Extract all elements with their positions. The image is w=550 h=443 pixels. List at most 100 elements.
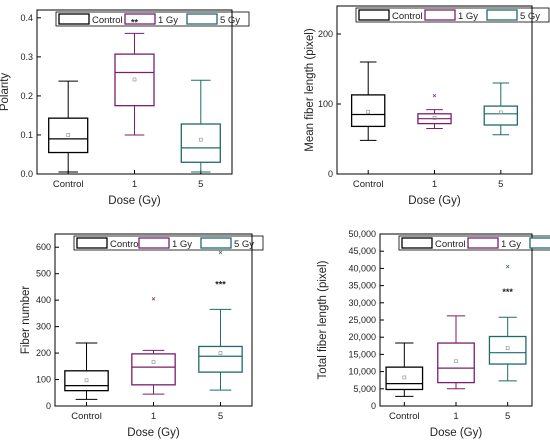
y-tick-label: 100 [36, 375, 51, 385]
box-iqr [385, 366, 424, 391]
y-tick-label: 0 [46, 401, 51, 411]
box-iqr [48, 117, 89, 154]
box-iqr [114, 53, 155, 107]
legend-swatch [186, 13, 218, 25]
legend-swatch [358, 9, 390, 21]
y-tick-label: 20,000 [348, 332, 376, 342]
outlier-point [432, 93, 437, 98]
y-tick-label: 0.0 [20, 169, 33, 179]
y-tick-label: 300 [36, 322, 51, 332]
y-tick-label: 200 [36, 348, 51, 358]
legend-swatch [529, 237, 550, 249]
mean-marker [66, 133, 70, 137]
legend-label: 1 Gy [458, 11, 478, 22]
box-iqr [350, 94, 386, 128]
x-tick-label: 5 [198, 179, 203, 190]
y-tick-label: 10,000 [348, 367, 376, 377]
mean-marker [366, 109, 371, 114]
y-tick-label: 0 [371, 401, 376, 411]
significance-marker: ** [131, 17, 139, 27]
y-tick-label: 500 [36, 269, 51, 279]
y-tick-label: 45,000 [348, 246, 376, 256]
y-axis-label: Fiber number [20, 286, 32, 355]
mean-marker [432, 116, 437, 120]
legend-box [73, 235, 264, 251]
box-iqr [437, 342, 475, 384]
legend-box [55, 11, 250, 27]
significance-marker: *** [215, 279, 226, 289]
chart-panel-4: 0 5,000 10,000 15,000 20,000 25,000 30,000 35,0… [317, 229, 550, 439]
y-tick-label: 0.4 [20, 13, 33, 23]
legend-label: 1 Gy [501, 239, 521, 250]
legend-swatch [486, 9, 518, 21]
box-iqr [180, 123, 221, 163]
mean-marker [84, 378, 89, 383]
box-iqr [64, 370, 109, 392]
chart-panel-3: 0 100 200 300 400 500 600 Fiber number Dose (Gy)… [20, 233, 264, 439]
y-tick-label: 30,000 [348, 298, 376, 308]
y-axis-label: Polarity [0, 73, 11, 112]
legend-swatch [58, 13, 90, 25]
legend-swatch [200, 237, 232, 249]
legend-swatch [138, 237, 170, 249]
mean-marker [199, 137, 203, 142]
x-tick-label: Control [389, 411, 420, 422]
legend-label: 5 Gy [220, 15, 240, 26]
y-tick-label: 0.2 [20, 91, 33, 101]
legend-swatch [467, 237, 499, 249]
plot-frame [336, 5, 533, 175]
x-axis-label: Dose (Gy) [127, 427, 180, 439]
y-tick-label: 400 [36, 295, 51, 305]
box-iqr [488, 335, 527, 365]
y-tick-label: 100 [318, 99, 333, 109]
y-tick-label: 40,000 [348, 263, 376, 273]
mean-marker [505, 346, 510, 351]
x-tick-label: 5 [505, 411, 510, 422]
x-tick-label: Control [71, 411, 102, 422]
x-tick-label: Control [53, 179, 84, 190]
y-tick-label: 25,000 [348, 315, 376, 325]
x-tick-label: 1 [453, 411, 458, 422]
x-tick-label: 1 [151, 411, 156, 422]
legend-label: 5 Gy [520, 11, 540, 22]
legend-label: Control [435, 239, 466, 250]
legend-box [355, 7, 550, 23]
mean-marker [498, 110, 503, 115]
x-axis-label: Dose (Gy) [408, 195, 461, 207]
y-tick-label: 35,000 [348, 281, 376, 291]
x-tick-label: 1 [432, 179, 437, 190]
legend-label: Control [110, 239, 141, 250]
box-iqr [198, 345, 243, 373]
x-tick-label: 1 [132, 179, 137, 190]
outlier-point [151, 297, 156, 301]
x-tick-label: Control [353, 179, 384, 190]
mean-marker [454, 359, 458, 364]
mean-marker [151, 360, 156, 364]
y-tick-label: 50,000 [348, 229, 376, 239]
y-tick-label: 5,000 [353, 384, 376, 394]
mean-marker [402, 375, 407, 380]
y-tick-label: 200 [318, 29, 333, 39]
y-tick-label: 0 [328, 169, 333, 179]
mean-marker [132, 77, 137, 82]
significance-marker: *** [502, 287, 513, 297]
x-axis-label: Dose (Gy) [108, 195, 161, 207]
x-tick-label: 5 [218, 411, 223, 422]
box-iqr [131, 353, 176, 386]
legend-swatch [424, 9, 456, 21]
legend-label: Control [92, 15, 123, 26]
legend-label: 1 Gy [158, 15, 178, 26]
legend-label: 1 Gy [172, 239, 192, 250]
legend-swatch [401, 237, 433, 249]
box-iqr [483, 105, 519, 126]
chart-panel-1: 0.0 0.1 0.2 0.3 0.4 Polarity Dose (Gy) Control 1… [0, 9, 250, 207]
legend-swatch [124, 13, 156, 25]
outlier-point [505, 264, 510, 269]
mean-marker [218, 351, 223, 355]
x-tick-label: 5 [498, 179, 503, 190]
legend-label: Control [392, 11, 423, 22]
outlier-point [218, 250, 223, 255]
x-axis-label: Dose (Gy) [430, 427, 483, 439]
